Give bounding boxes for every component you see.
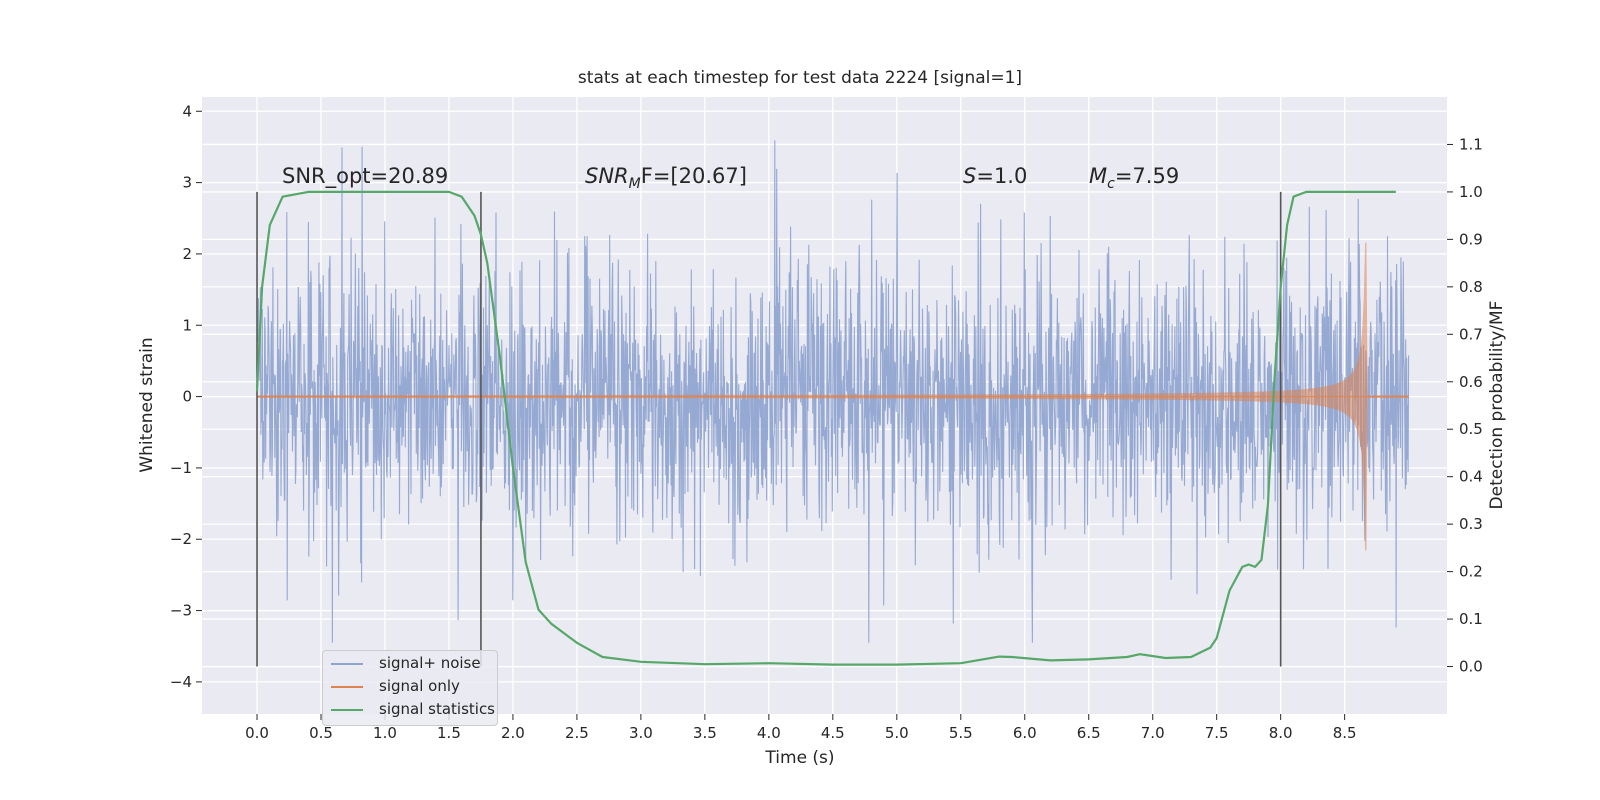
- annotation-snr-mf-value: F=[20.67]: [640, 164, 747, 188]
- legend-swatch-noise: [331, 663, 363, 665]
- legend-label-signal: signal only: [379, 677, 460, 695]
- annotation-snr-mf: SNRMF=[20.67]: [585, 164, 747, 192]
- y2-tick-label: 1.1: [1459, 135, 1483, 153]
- x-tick-label: 4.0: [757, 724, 781, 742]
- series-signal-statistics: [255, 190, 1396, 666]
- x-axis-label: Time (s): [765, 748, 835, 768]
- y-axis-ticks: −4 −3 −2 −1 0 1 2 3 4: [170, 102, 202, 691]
- x-tick-label: 4.5: [821, 724, 845, 742]
- y2-tick-label: 0.3: [1459, 515, 1483, 533]
- x-tick-label: 5.5: [949, 724, 973, 742]
- chart-title: stats at each timestep for test data 222…: [577, 68, 1023, 88]
- x-tick-label: 6.5: [1077, 724, 1101, 742]
- y2-tick-label: 1.0: [1459, 183, 1483, 201]
- y2-tick-label: 0.8: [1459, 278, 1483, 296]
- x-tick-label: 3.5: [693, 724, 717, 742]
- legend-swatch-stats: [331, 709, 363, 711]
- annotation-mc-value: =7.59: [1114, 164, 1180, 188]
- x-tick-label: 6.0: [1013, 724, 1037, 742]
- y2-tick-label: 0.1: [1459, 610, 1483, 628]
- x-tick-label: 0.5: [309, 724, 333, 742]
- x-tick-label: 5.0: [885, 724, 909, 742]
- annotation-mc: Mc=7.59: [1089, 164, 1179, 192]
- annotation-snr-mf-subscript: M: [628, 176, 641, 193]
- y2-axis-label: Detection probability/MF: [1487, 300, 1507, 510]
- x-tick-label: 8.5: [1333, 724, 1357, 742]
- y-tick-label: −1: [170, 459, 192, 477]
- x-tick-label: 0.0: [245, 724, 269, 742]
- vertical-markers: [256, 191, 1282, 667]
- y-tick-label: 1: [182, 316, 192, 334]
- y-tick-label: −2: [170, 530, 192, 548]
- legend: signal+ noise signal only signal statist…: [322, 650, 498, 726]
- x-tick-label: 2.5: [565, 724, 589, 742]
- y-tick-label: 3: [182, 174, 192, 192]
- y2-tick-label: 0.5: [1459, 420, 1483, 438]
- y2-tick-label: 0.7: [1459, 325, 1483, 343]
- y2-axis-ticks: 0.0 0.1 0.2 0.3 0.4 0.5 0.6 0.7 0.8 0.9 1.0 1.1: [1447, 135, 1483, 676]
- noise-trace: [256, 140, 1410, 643]
- y2-tick-label: 0.9: [1459, 230, 1483, 248]
- statistics-line: [255, 190, 1396, 666]
- y-tick-label: 0: [182, 388, 192, 406]
- series-signal-only: [257, 242, 1409, 551]
- annotation-s-value: =1.0: [976, 164, 1028, 188]
- x-tick-label: 7.0: [1141, 724, 1165, 742]
- annotation-mc-subscript: c: [1107, 176, 1115, 193]
- series-signal-noise: [256, 140, 1410, 643]
- annotation-s: S=1.0: [963, 164, 1027, 188]
- y2-tick-label: 0.4: [1459, 468, 1483, 486]
- y-tick-label: 2: [182, 245, 192, 263]
- y-tick-label: 4: [182, 102, 192, 120]
- annotation-mc-symbol: M: [1089, 164, 1108, 188]
- y-gridlines: [202, 110, 1447, 683]
- x-tick-label: 8.0: [1269, 724, 1293, 742]
- x-tick-label: 1.0: [373, 724, 397, 742]
- legend-swatch-signal: [331, 686, 363, 688]
- annotation-s-symbol: S: [963, 164, 977, 188]
- x-tick-label: 1.5: [437, 724, 461, 742]
- y-axis-label: Whitened strain: [137, 337, 157, 473]
- x-tick-label: 2.0: [501, 724, 525, 742]
- y2-tick-label: 0.0: [1459, 658, 1483, 676]
- annotation-snr-opt: SNR_opt=20.89: [282, 164, 449, 188]
- legend-label-stats: signal statistics: [379, 700, 496, 718]
- x-tick-label: 7.5: [1205, 724, 1229, 742]
- x-tick-label: 3.0: [629, 724, 653, 742]
- y-tick-label: −3: [170, 602, 192, 620]
- y-tick-label: −4: [170, 673, 192, 691]
- x-axis-ticks: 0.0 0.5 1.0 1.5 2.0 2.5 3.0 3.5 4.0 4.5 5.0 5.5 6.0 6…: [245, 714, 1357, 742]
- y2-tick-label: 0.6: [1459, 373, 1483, 391]
- legend-label-noise: signal+ noise: [379, 654, 481, 672]
- annotation-snr-mf-symbol: SNR: [585, 164, 629, 188]
- y2-tick-label: 0.2: [1459, 563, 1483, 581]
